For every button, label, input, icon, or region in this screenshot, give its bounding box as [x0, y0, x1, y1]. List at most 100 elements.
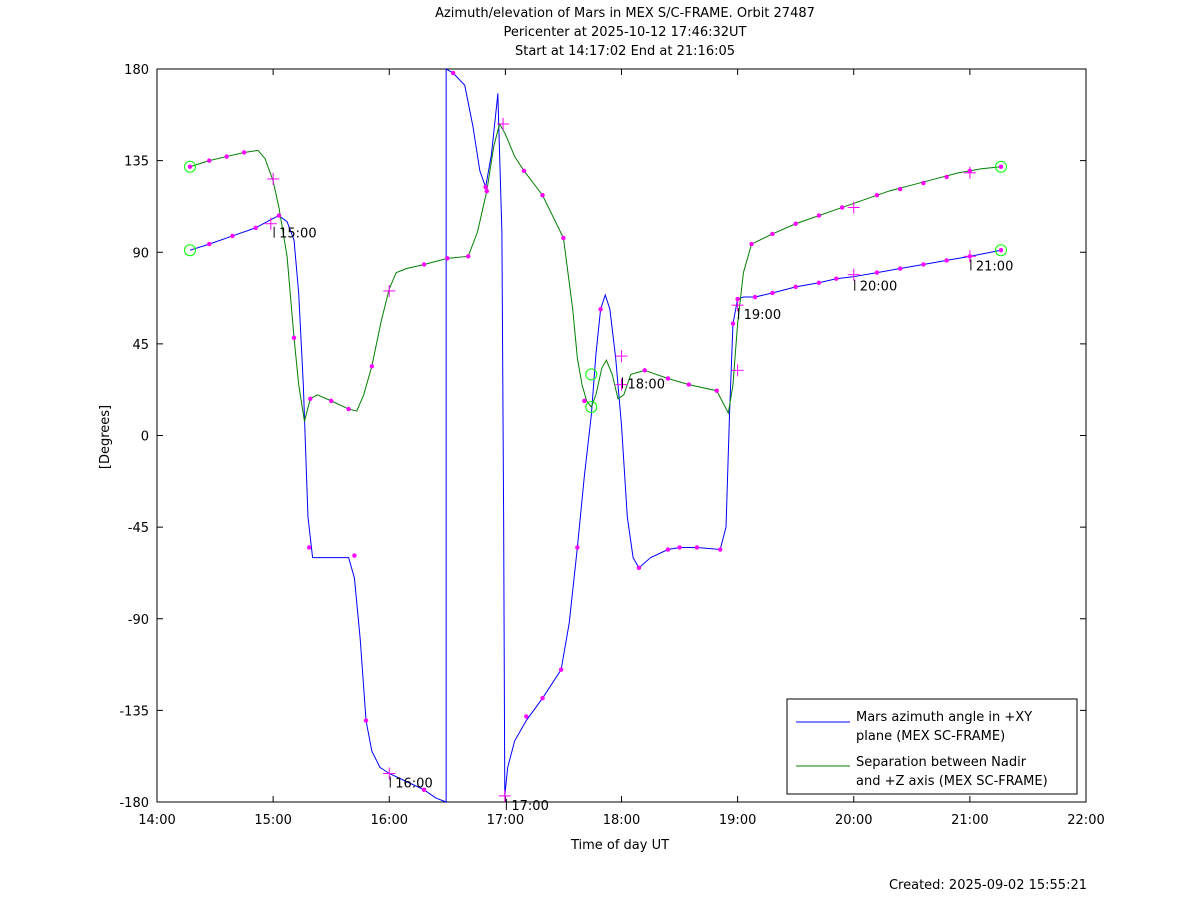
dot-marker — [735, 296, 740, 302]
dot-marker — [770, 231, 775, 237]
dot-marker — [665, 547, 671, 552]
dot-marker — [752, 294, 758, 300]
dot-marker — [730, 321, 736, 326]
circle-marker — [183, 244, 196, 257]
dot-marker — [363, 718, 369, 723]
legend: Mars azimuth angle in +XY plane (MEX SC-… — [786, 698, 1078, 795]
x-tick-label: 19:00 — [719, 813, 756, 828]
dot-marker — [241, 150, 247, 155]
cross-marker — [963, 250, 976, 263]
y-tick-label: 0 — [141, 430, 149, 445]
dot-marker — [291, 335, 297, 340]
dot-marker — [207, 241, 212, 247]
dot-marker — [450, 70, 456, 76]
cross-marker — [498, 789, 511, 802]
dot-marker — [346, 406, 351, 412]
y-tick-label: -135 — [119, 704, 149, 719]
dot-marker — [207, 158, 212, 163]
time-annotation-label: 15:00 — [279, 227, 316, 242]
circle-marker — [585, 400, 598, 413]
legend-box — [786, 698, 1078, 795]
dot-marker — [686, 382, 692, 387]
time-annotation: 21:00 — [970, 259, 1013, 274]
y-tick-label: -180 — [119, 796, 149, 811]
cross-marker — [264, 217, 277, 230]
time-annotation: 20:00 — [854, 279, 897, 295]
dot-marker — [898, 266, 903, 271]
dot-marker — [921, 180, 926, 186]
circle-marker — [585, 368, 598, 381]
time-annotation: 17:00 — [505, 798, 549, 814]
dot-marker — [677, 545, 682, 550]
y-tick-label: 135 — [124, 155, 149, 170]
dot-marker — [834, 276, 839, 281]
dot-marker — [839, 205, 845, 210]
dot-marker — [582, 398, 587, 404]
time-annotation-label: 18:00 — [628, 377, 665, 392]
dot-marker — [998, 164, 1004, 169]
y-tick-label: -90 — [128, 613, 149, 628]
time-annotation-label: 17:00 — [511, 799, 548, 814]
dot-marker — [874, 270, 880, 275]
circle-marker — [994, 160, 1007, 173]
x-axis-label: Time of day UT — [570, 838, 669, 853]
y-axis-label: [Degrees] — [98, 405, 113, 469]
time-annotation: 18:00 — [622, 377, 665, 392]
cross-marker — [963, 166, 976, 179]
x-axis: 14:00 15:00 16:00 17:00 18:00 19:00 20:00 21:00… — [138, 69, 1105, 828]
plot-area: 15:00 16:00 17:00 18:00 19:00 20:00 21:00 — [183, 68, 1013, 814]
dot-marker — [521, 168, 527, 174]
dot-marker — [276, 213, 282, 218]
time-annotation: 19:00 — [738, 308, 781, 323]
legend-label-azimuth-1: Mars azimuth angle in +XY — [856, 710, 1032, 725]
y-axis: 180 135 90 45 0 -45 -90 -135 -180 — [119, 63, 1086, 811]
time-annotation-label: 16:00 — [395, 776, 432, 791]
dot-marker — [352, 553, 357, 558]
cross-marker — [267, 172, 280, 185]
dot-marker — [575, 545, 580, 550]
dot-marker — [898, 186, 903, 192]
dot-marker — [718, 547, 723, 552]
chart-title: Azimuth/elevation of Mars in MEX S/C-FRA… — [435, 6, 815, 59]
cross-marker — [847, 268, 860, 281]
dot-marker — [230, 233, 235, 239]
dot-marker — [714, 388, 719, 393]
dot-marker — [483, 184, 488, 190]
series-azimuth-line — [189, 68, 1002, 803]
dot-marker — [793, 221, 798, 226]
cross-marker — [731, 364, 744, 377]
dot-marker — [921, 262, 926, 267]
time-annotation: 16:00 — [389, 776, 433, 791]
x-tick-label: 18:00 — [603, 813, 640, 828]
dot-marker — [561, 235, 566, 241]
x-tick-label: 15:00 — [254, 813, 291, 828]
cross-marker — [731, 299, 744, 312]
dot-marker — [642, 368, 647, 373]
dot-marker — [874, 193, 880, 198]
time-annotation-label: 20:00 — [860, 280, 897, 295]
cross-marker — [847, 201, 860, 214]
dot-marker — [484, 188, 489, 194]
dot-marker — [187, 164, 193, 169]
dot-marker — [694, 545, 700, 550]
dot-marker — [665, 376, 671, 381]
x-tick-label: 20:00 — [835, 813, 872, 828]
x-tick-label: 16:00 — [371, 813, 408, 828]
circle-marker — [994, 244, 1007, 257]
circle-marker — [183, 160, 196, 173]
x-tick-label: 14:00 — [138, 813, 175, 828]
legend-label-separation-2: and +Z axis (MEX SC-FRAME) — [856, 774, 1048, 789]
dot-marker — [816, 280, 822, 285]
dot-marker — [749, 241, 754, 247]
dot-marker — [770, 290, 775, 296]
y-tick-label: 45 — [132, 338, 149, 353]
y-tick-label: -45 — [128, 521, 149, 536]
title-line-2: Pericenter at 2025-10-12 17:46:32UT — [503, 25, 746, 40]
dot-marker — [445, 256, 450, 261]
dot-marker — [793, 284, 798, 290]
created-timestamp: Created: 2025-09-02 15:55:21 — [889, 878, 1087, 893]
dot-marker — [421, 787, 427, 792]
x-tick-label: 21:00 — [951, 813, 988, 828]
dot-marker — [598, 307, 603, 312]
